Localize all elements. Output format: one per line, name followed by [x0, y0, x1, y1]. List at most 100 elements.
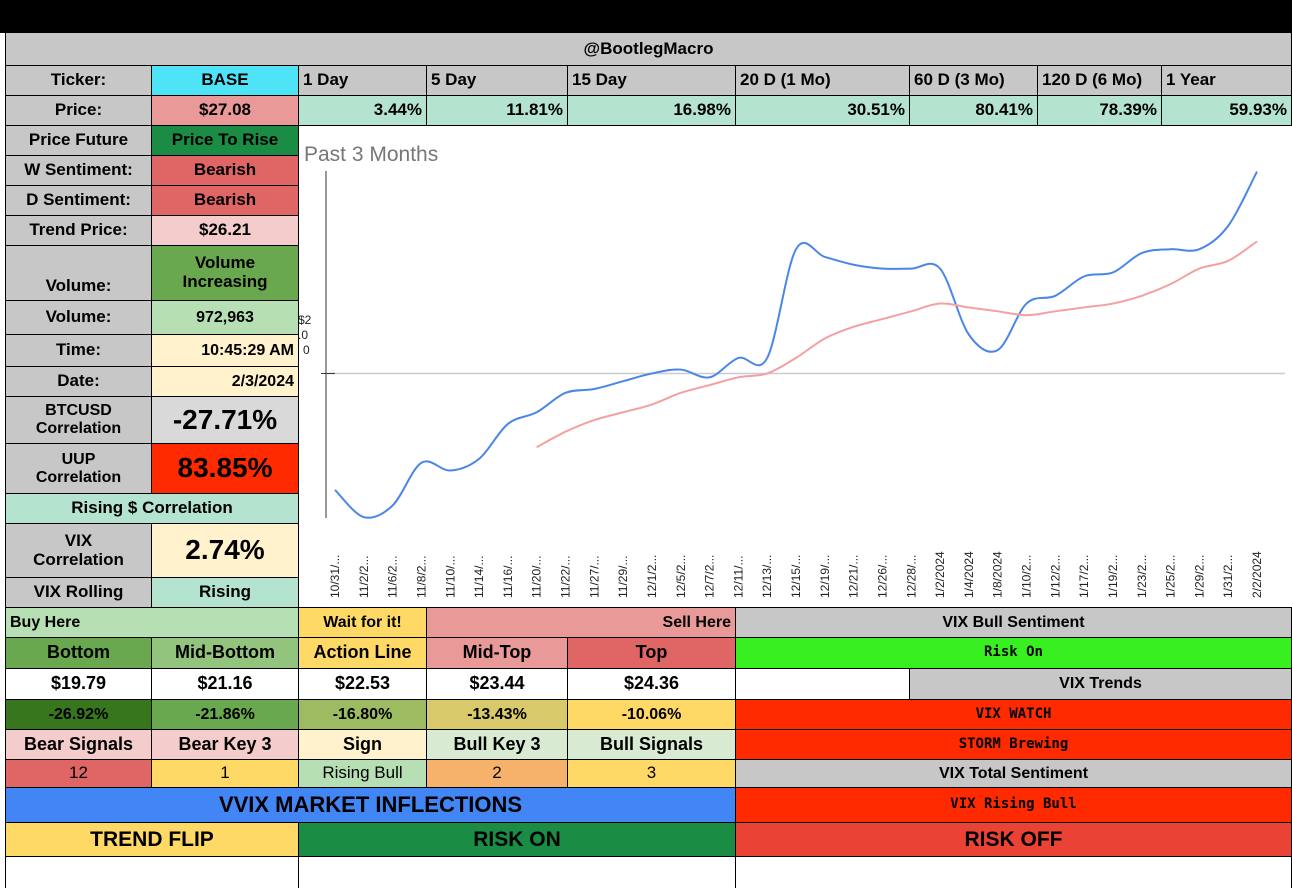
vvix-title: VVIX MARKET INFLECTIONS [6, 788, 736, 823]
x-tick-label: 1/8/2024 [991, 551, 1005, 598]
x-tick-label: 12/21/... [847, 555, 861, 598]
period-20d-label: 20 D (1 Mo) [736, 66, 910, 96]
x-tick-label: 1/17/2... [1077, 555, 1091, 598]
level-action-line-header: Action Line [299, 638, 427, 669]
sign-header: Sign [299, 730, 427, 760]
x-tick-label: 11/27/... [587, 556, 601, 598]
ticker-value[interactable]: BASE [152, 66, 299, 96]
y-tick-label-2: .0 [299, 328, 308, 342]
bull-key3-header: Bull Key 3 [427, 730, 568, 760]
x-tick-label: 1/4/2024 [962, 551, 976, 598]
level-bottom-header: Bottom [6, 638, 152, 669]
trend-price-label: Trend Price: [6, 216, 152, 246]
d-sentiment-value: Bearish [152, 186, 299, 216]
level-top-pct: -10.06% [568, 700, 736, 730]
risk-on-empty [299, 857, 736, 888]
x-tick-label: 1/12/2... [1048, 555, 1062, 598]
level-bottom-price: $19.79 [6, 669, 152, 700]
x-tick-label: 12/28/... [904, 555, 918, 598]
vix-correlation-value: 2.74% [152, 524, 299, 578]
period-1y-label: 1 Year [1162, 66, 1292, 96]
x-tick-label: 12/11/... [731, 556, 745, 598]
x-tick-label: 12/7/2... [703, 555, 717, 598]
volume-trend-label: Volume: [6, 246, 152, 301]
wait-label: Wait for it! [299, 608, 427, 638]
level-mid-top-header: Mid-Top [427, 638, 568, 669]
btcusd-label-line2: Correlation [35, 420, 122, 437]
volume-label: Volume: [6, 301, 152, 335]
period-60d-label: 60 D (3 Mo) [910, 66, 1038, 96]
price-chart: Past 3 Months $2 .0 0 10/31/... 11/2/2...… [299, 126, 1292, 608]
sell-here-label: Sell Here [427, 608, 736, 638]
vix-watch: VIX WATCH [736, 700, 1292, 730]
ticker-label: Ticker: [6, 66, 152, 96]
x-tick-label: 11/2/2... [357, 556, 371, 598]
x-tick-label: 11/10/... [443, 556, 457, 598]
date-label: Date: [6, 367, 152, 397]
period-20d-value: 30.51% [736, 96, 910, 126]
vix-total-sentiment-label: VIX Total Sentiment [736, 760, 1292, 788]
volume-trend-line2: Increasing [182, 272, 268, 291]
w-sentiment-label: W Sentiment: [6, 156, 152, 186]
risk-on: RISK ON [299, 823, 736, 857]
x-tick-label: 12/5/2... [674, 555, 688, 598]
period-15d-value: 16.98% [568, 96, 736, 126]
price-future-value: Price To Rise [152, 126, 299, 156]
left-edge [0, 33, 6, 888]
top-black-bar [0, 0, 1292, 33]
trend-flip: TREND FLIP [6, 823, 299, 857]
x-tick-label: 11/14/... [472, 556, 486, 598]
uup-correlation-label: UUP Correlation [6, 444, 152, 494]
x-tick-label: 1/31/2... [1221, 555, 1235, 598]
risk-off: RISK OFF [736, 823, 1292, 857]
period-1d-value: 3.44% [299, 96, 427, 126]
period-1d-label: 1 Day [299, 66, 427, 96]
level-top-price: $24.36 [568, 669, 736, 700]
x-tick-label: 1/2/2024 [933, 551, 947, 598]
period-120d-label: 120 D (6 Mo) [1038, 66, 1162, 96]
price-value: $27.08 [152, 96, 299, 126]
period-5d-label: 5 Day [427, 66, 568, 96]
bull-key3-value: 2 [427, 760, 568, 788]
volume-trend-line1: Volume [194, 253, 256, 273]
level-action-line-pct: -16.80% [299, 700, 427, 730]
chart-title: Past 3 Months [304, 143, 438, 166]
x-tick-label: 11/6/2... [386, 556, 400, 598]
level-mid-bottom-price: $21.16 [152, 669, 299, 700]
price-chart-svg: Past 3 Months $2 .0 0 10/31/... 11/2/2...… [299, 143, 1285, 598]
bull-signals-value: 3 [568, 760, 736, 788]
y-tick-label-1: $2 [299, 313, 312, 327]
period-1y-value: 59.93% [1162, 96, 1292, 126]
level-bottom-pct: -26.92% [6, 700, 152, 730]
level-mid-bottom-pct: -21.86% [152, 700, 299, 730]
x-tick-label: 11/16/... [501, 556, 515, 598]
period-15d-label: 15 Day [568, 66, 736, 96]
vix-trends-blank [736, 669, 910, 700]
x-tick-label: 12/1/2... [645, 555, 659, 598]
x-tick-label: 1/23/2... [1135, 555, 1149, 598]
level-action-line-price: $22.53 [299, 669, 427, 700]
x-tick-label: 2/2/2024 [1250, 551, 1264, 598]
period-60d-value: 80.41% [910, 96, 1038, 126]
vix-trends-label: VIX Trends [910, 669, 1292, 700]
buy-here-label: Buy Here [6, 608, 299, 638]
x-tick-label: 11/8/2... [414, 556, 428, 598]
level-mid-top-pct: -13.43% [427, 700, 568, 730]
x-tick-label: 1/29/2... [1192, 555, 1206, 598]
bear-signals-header: Bear Signals [6, 730, 152, 760]
trend-price-value: $26.21 [152, 216, 299, 246]
price-label: Price: [6, 96, 152, 126]
bear-key3-value: 1 [152, 760, 299, 788]
x-tick-label: 11/22/... [559, 556, 573, 598]
uup-label-line2: Correlation [35, 468, 122, 486]
date-value: 2/3/2024 [152, 367, 299, 397]
y-tick-label-3: 0 [303, 343, 310, 357]
d-sentiment-label: D Sentiment: [6, 186, 152, 216]
volume-value: 972,963 [152, 301, 299, 335]
vix-correlation-label: VIX Correlation [6, 524, 152, 578]
btcusd-label-line1: BTCUSD [45, 402, 112, 420]
series-group [334, 171, 1258, 519]
period-120d-value: 78.39% [1038, 96, 1162, 126]
trend-flip-empty [6, 857, 299, 888]
bull-signals-header: Bull Signals [568, 730, 736, 760]
